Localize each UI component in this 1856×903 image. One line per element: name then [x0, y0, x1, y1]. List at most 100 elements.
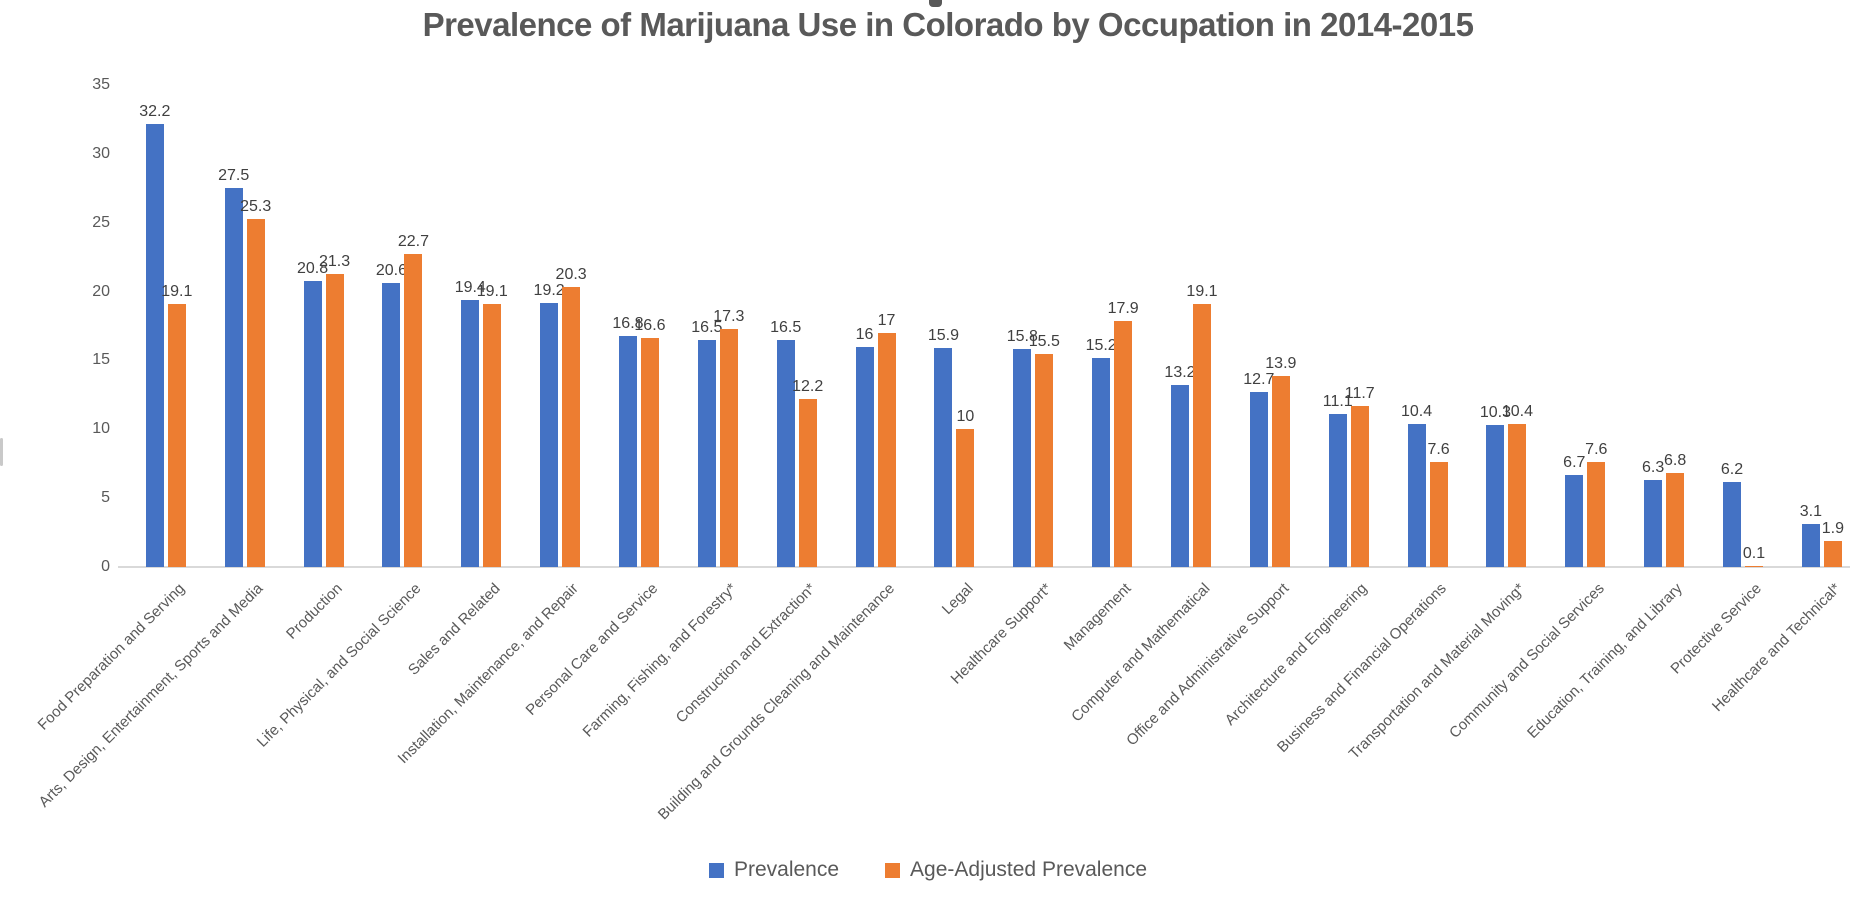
data-label: 20.3	[555, 266, 587, 284]
legend-label-prevalence: Prevalence	[733, 858, 840, 881]
bar-prevalence	[934, 348, 953, 567]
legend-swatch-prevalence-icon	[708, 862, 724, 878]
data-label: 15.8	[1006, 328, 1038, 346]
data-label: 10.3	[1479, 404, 1511, 422]
y-axis-tick-label: 35	[92, 76, 110, 94]
data-label: 15.9	[927, 327, 959, 345]
data-label: 22.7	[397, 233, 429, 251]
data-label: 16.6	[634, 317, 666, 335]
bar-age-adjusted-prevalence	[562, 287, 581, 567]
bar-prevalence	[855, 346, 874, 567]
data-label: 16.5	[691, 318, 723, 336]
data-label: 25.3	[240, 197, 272, 215]
data-label: 6.7	[1563, 453, 1586, 471]
bar-prevalence	[1328, 414, 1347, 567]
x-axis-category-label: Computer and Mathematical	[1067, 580, 1214, 726]
x-axis-category-label: Architecture and Engineering	[1221, 580, 1371, 729]
bar-age-adjusted-prevalence	[1271, 375, 1290, 567]
y-axis-tick-label: 25	[92, 213, 110, 231]
x-axis-category-label: Food Preparation and Serving	[34, 580, 188, 734]
chart-legend: Prevalence Age-Adjusted Prevalence	[0, 858, 1856, 882]
x-axis-line	[118, 566, 1850, 568]
cropped-y-axis-title-artifact	[0, 438, 3, 466]
bar-prevalence	[1486, 425, 1505, 567]
data-label: 10	[956, 408, 975, 426]
data-label: 6.3	[1642, 459, 1665, 477]
data-label: 12.7	[1243, 371, 1275, 389]
bar-prevalence	[382, 283, 401, 567]
data-label: 19.4	[454, 278, 486, 296]
bar-prevalence	[224, 188, 243, 567]
bar-prevalence	[697, 339, 716, 567]
y-axis-tick-label: 15	[92, 351, 110, 369]
data-label: 16.5	[770, 318, 802, 336]
legend-item-age-adjusted-prevalence: Age-Adjusted Prevalence	[885, 858, 1147, 882]
bar-prevalence	[1565, 474, 1584, 567]
x-axis-category-label: Office and Administrative Support	[1122, 580, 1292, 750]
y-axis-tick-label: 30	[92, 144, 110, 162]
y-axis-tick-label: 10	[92, 420, 110, 438]
data-label: 6.8	[1664, 452, 1687, 470]
bar-prevalence	[303, 280, 322, 567]
cropped-text-artifact	[929, 0, 942, 7]
bar-age-adjusted-prevalence	[1745, 565, 1764, 567]
data-label: 27.5	[218, 167, 250, 185]
x-axis-category-label: Transportation and Material Moving*	[1345, 580, 1529, 763]
bar-age-adjusted-prevalence	[167, 303, 186, 567]
data-label: 13.2	[1164, 364, 1196, 382]
bar-prevalence	[1407, 423, 1426, 567]
bar-prevalence	[1013, 349, 1032, 567]
legend-item-prevalence: Prevalence	[708, 858, 840, 882]
data-label: 19.1	[161, 282, 193, 300]
x-axis-category-label: Education, Training, and Library	[1524, 580, 1687, 742]
bar-prevalence	[1171, 385, 1189, 567]
bar-age-adjusted-prevalence	[1114, 320, 1133, 567]
data-label: 7.6	[1427, 441, 1450, 459]
bar-prevalence	[776, 339, 795, 567]
bar-prevalence	[540, 302, 559, 567]
chart-title: Prevalence of Marijuana Use in Colorado …	[422, 6, 1474, 43]
bar-prevalence	[1644, 480, 1663, 567]
x-axis-category-label: Community and Social Services	[1445, 580, 1608, 742]
data-label: 10.4	[1501, 402, 1533, 420]
data-label: 1.9	[1821, 519, 1844, 537]
y-axis-tick-label: 20	[92, 282, 110, 300]
bar-age-adjusted-prevalence	[1429, 462, 1448, 567]
y-axis-tick-label: 5	[101, 489, 110, 507]
data-label: 13.9	[1265, 354, 1297, 372]
data-label: 17.3	[713, 307, 745, 325]
x-axis-category-label: Business and Financial Operations	[1273, 580, 1450, 756]
x-axis-category-label: Personal Care and Service	[522, 580, 662, 719]
bar-prevalence	[618, 335, 637, 567]
bar-age-adjusted-prevalence	[798, 399, 817, 567]
legend-swatch-age-adjusted-icon	[885, 862, 901, 878]
x-axis-category-label: Life, Physical, and Social Science	[253, 580, 425, 751]
bar-prevalence	[461, 299, 480, 567]
bar-age-adjusted-prevalence	[1823, 540, 1842, 567]
data-label: 6.2	[1720, 460, 1744, 478]
data-label: 16	[855, 325, 874, 343]
bar-age-adjusted-prevalence	[1508, 423, 1527, 567]
x-axis-category-label: Construction and Extraction*	[672, 580, 819, 727]
bar-prevalence	[1801, 524, 1820, 567]
x-axis-category-label: Farming, Fishing, and Forestry*	[579, 580, 740, 741]
data-label: 16.8	[612, 314, 644, 332]
data-label: 19.1	[1186, 282, 1218, 300]
y-axis-tick-label: 0	[101, 558, 110, 575]
x-axis-category-label: Healthcare and Technical*	[1708, 580, 1844, 716]
bar-prevalence	[1092, 357, 1111, 567]
bar-age-adjusted-prevalence	[246, 218, 265, 567]
bar-age-adjusted-prevalence	[956, 429, 975, 567]
x-axis-category-label: Management	[1060, 580, 1135, 654]
x-axis-category-label: Production	[282, 580, 346, 643]
data-label: 17.9	[1107, 299, 1139, 317]
bar-prevalence	[145, 123, 164, 567]
bar-age-adjusted-prevalence	[325, 273, 344, 567]
data-label: 15.5	[1028, 332, 1060, 350]
data-label: 19.2	[533, 281, 565, 299]
data-label: 32.2	[139, 102, 171, 120]
bar-age-adjusted-prevalence	[404, 254, 423, 567]
data-label: 20.8	[296, 259, 329, 277]
bar-prevalence	[1723, 481, 1742, 567]
